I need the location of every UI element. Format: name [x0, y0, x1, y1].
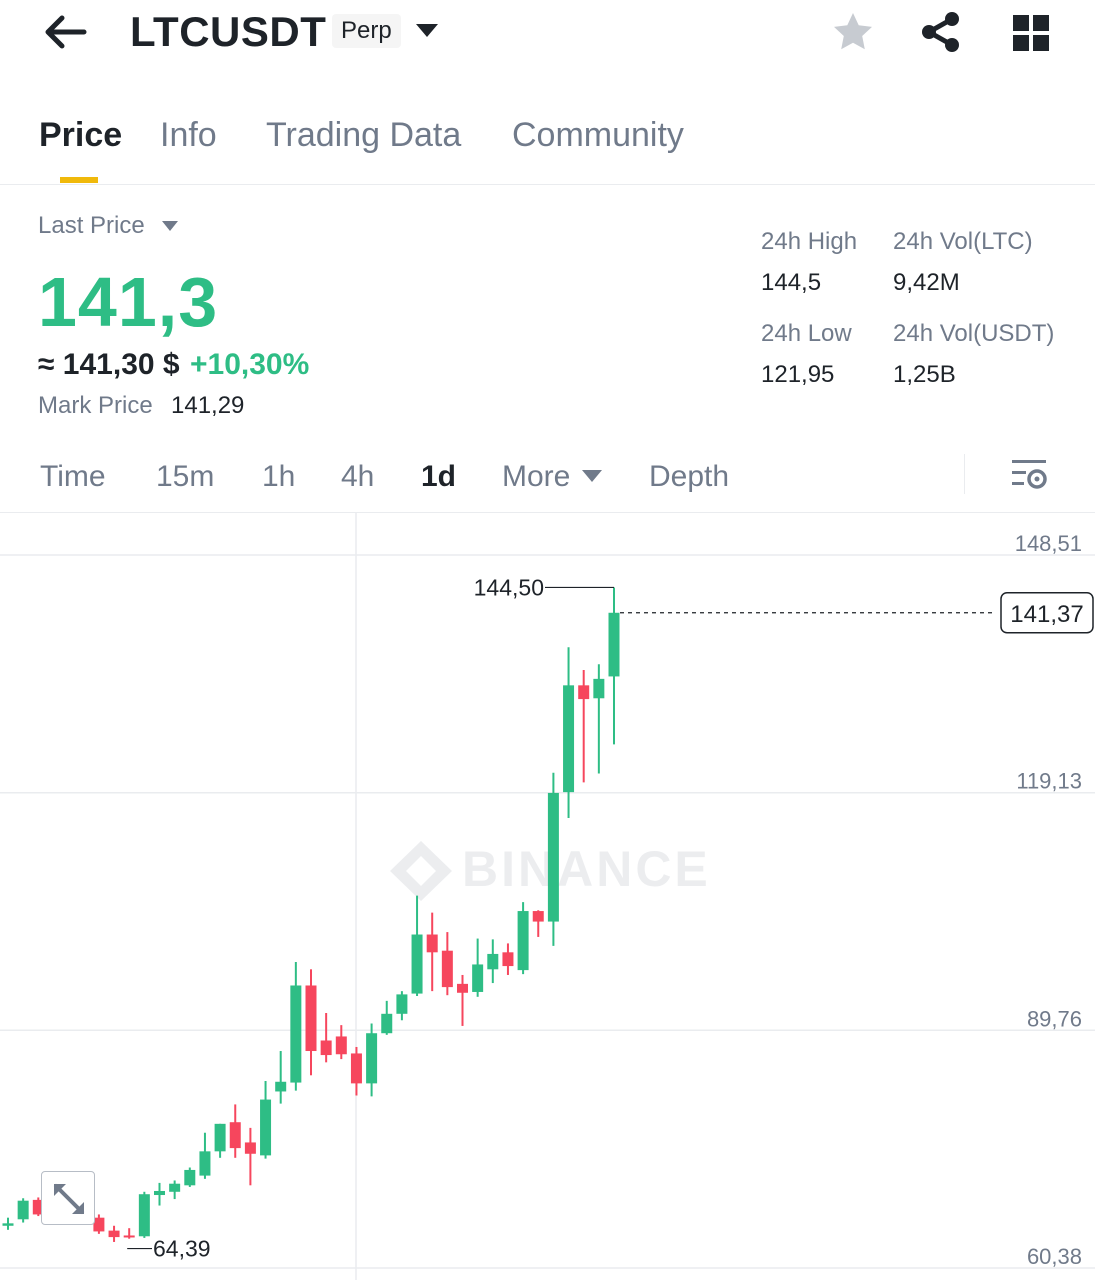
candle-body	[366, 1033, 378, 1084]
candle-body	[426, 934, 438, 953]
caret-down-icon[interactable]	[162, 221, 178, 231]
tab-trading-data[interactable]: Trading Data	[266, 116, 462, 154]
expand-button[interactable]	[41, 1171, 95, 1225]
candle-body	[593, 678, 605, 699]
interval-1h[interactable]: 1h	[262, 460, 296, 493]
candle-body	[320, 1040, 332, 1056]
current-price-tag	[1000, 592, 1094, 634]
interval-time[interactable]: Time	[40, 460, 106, 493]
tab-info[interactable]: Info	[160, 116, 217, 154]
candle-body	[260, 1099, 272, 1156]
symbol-title[interactable]: LTCUSDT	[130, 8, 327, 55]
mark-price-value: 141,29	[171, 392, 245, 419]
chart-top-border	[0, 512, 1095, 513]
max-price-label: 144,50	[474, 574, 544, 600]
stat-vol-ltc-value: 9,42M	[893, 269, 960, 296]
chart-settings-icon[interactable]	[1010, 458, 1050, 492]
candle-body	[335, 1036, 347, 1055]
candle-body	[578, 685, 590, 700]
candle-body	[123, 1235, 135, 1238]
interval-depth[interactable]: Depth	[649, 460, 730, 493]
star-icon[interactable]	[830, 10, 876, 54]
candle-body	[184, 1169, 196, 1186]
last-price-label[interactable]: Last Price	[38, 212, 145, 239]
candle-body	[608, 612, 620, 677]
candle-body	[138, 1194, 150, 1237]
candlestick-chart[interactable]: BINANCE 141,37 144,50 64,39 148,51 119,13 89,7…	[0, 513, 1095, 1280]
toolbar-divider	[964, 454, 965, 494]
stat-vol-usdt-value: 1,25B	[893, 361, 956, 388]
candle-body	[502, 952, 514, 967]
stat-vol-usdt-label: 24h Vol(USDT)	[893, 320, 1055, 347]
y-axis-tick-label: 60,38	[1027, 1244, 1082, 1269]
candle-body	[17, 1200, 29, 1220]
price-change-percent: +10,30%	[190, 348, 310, 381]
stat-high-value: 144,5	[761, 269, 822, 296]
stat-low-value: 121,95	[761, 361, 835, 388]
y-axis-tick-label: 89,76	[1027, 1006, 1082, 1031]
tab-price[interactable]: Price	[39, 116, 123, 154]
min-price-label: 64,39	[153, 1236, 211, 1262]
y-axis-tick-label: 119,13	[1016, 769, 1082, 794]
candle-body	[547, 792, 559, 922]
candle-body	[517, 911, 529, 971]
tab-divider	[0, 184, 1095, 185]
candle-body	[229, 1122, 241, 1149]
candle-body	[214, 1123, 226, 1152]
binance-watermark: BINANCE	[390, 841, 711, 901]
stat-high-label: 24h High	[761, 228, 858, 255]
candle-body	[396, 994, 408, 1014]
tab-community[interactable]: Community	[512, 116, 684, 154]
contract-type-badge: Perp	[332, 14, 401, 48]
candle-body	[32, 1199, 44, 1215]
candle-body	[93, 1217, 105, 1232]
candle-body	[275, 1081, 287, 1092]
candle-body	[154, 1190, 165, 1196]
candle-body	[563, 685, 575, 793]
y-axis-tick-label: 148,51	[1015, 531, 1082, 556]
caret-down-icon[interactable]	[582, 470, 602, 482]
candle-body	[457, 983, 468, 993]
interval-15m[interactable]: 15m	[156, 460, 215, 493]
candle-body	[199, 1151, 211, 1176]
candle-body	[2, 1223, 14, 1226]
back-arrow-icon[interactable]	[40, 10, 90, 54]
interval-4h[interactable]: 4h	[341, 460, 375, 493]
candle-body	[472, 964, 484, 992]
chevron-down-icon[interactable]	[416, 24, 438, 37]
expand-icon	[54, 1184, 84, 1214]
candle-body	[305, 985, 317, 1052]
active-tab-indicator	[60, 177, 98, 183]
usd-price-value: ≈ 141,30 $	[38, 348, 180, 381]
candle-body	[350, 1053, 362, 1084]
candle-body	[411, 934, 423, 994]
candle-body	[532, 911, 544, 922]
candle-body	[441, 950, 453, 988]
candle-body	[381, 1013, 393, 1034]
candle-body	[290, 985, 302, 1083]
candle-body	[169, 1183, 181, 1192]
current-price-label: 141,37	[1010, 601, 1083, 628]
stat-low-label: 24h Low	[761, 320, 852, 347]
interval-more[interactable]: More	[502, 460, 571, 493]
watermark-text: BINANCE	[462, 841, 711, 897]
binance-logo-icon	[390, 841, 452, 901]
interval-1d[interactable]: 1d	[421, 460, 457, 493]
candle-body	[244, 1142, 256, 1154]
candle-body	[108, 1230, 120, 1238]
candle-body	[487, 953, 499, 970]
grid-icon[interactable]	[1012, 14, 1050, 52]
stat-vol-ltc-label: 24h Vol(LTC)	[893, 228, 1033, 255]
share-icon[interactable]	[918, 10, 964, 54]
last-price-value: 141,3	[38, 263, 219, 341]
mark-price-label: Mark Price	[38, 392, 153, 419]
